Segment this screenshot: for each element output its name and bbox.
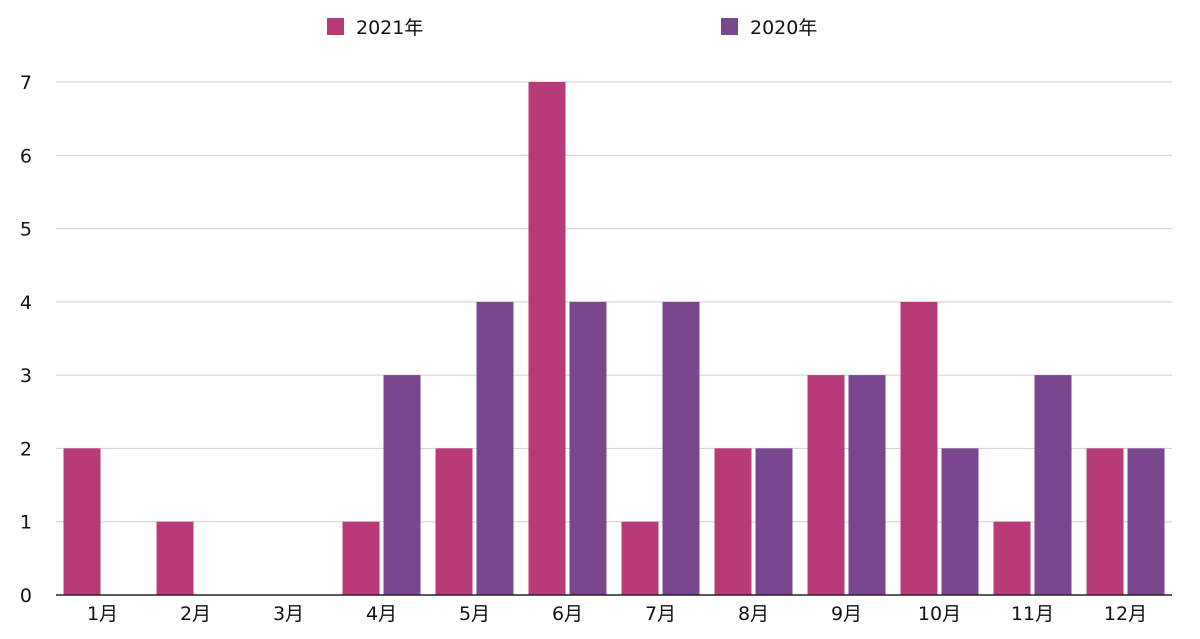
x-tick-label: 4月 (366, 603, 397, 625)
x-tick-label: 3月 (273, 603, 304, 625)
bars (63, 82, 1165, 595)
bar-series-1 (156, 521, 194, 595)
bar-series-1 (993, 521, 1031, 595)
bar-series-2 (569, 301, 607, 595)
bar-series-1 (900, 301, 938, 595)
x-tick-label: 8月 (738, 603, 769, 625)
bar-series-1 (714, 448, 752, 595)
legend: 2021年 2020年 (327, 17, 817, 39)
legend-swatch (327, 18, 344, 35)
y-tick-label: 4 (20, 292, 32, 314)
bar-series-2 (1034, 375, 1072, 595)
y-tick-label: 3 (20, 365, 32, 387)
x-tick-label: 6月 (552, 603, 583, 625)
x-tick-label: 9月 (831, 603, 862, 625)
legend-swatch (721, 18, 738, 35)
bar-series-1 (807, 375, 845, 595)
y-tick-label: 5 (20, 219, 32, 241)
x-tick-label: 7月 (645, 603, 676, 625)
x-tick-label: 5月 (459, 603, 490, 625)
legend-item: 2020年 (721, 17, 817, 39)
bar-series-2 (662, 301, 700, 595)
legend-label: 2020年 (750, 17, 817, 39)
bar-series-1 (63, 448, 101, 595)
gridlines (56, 81, 1172, 523)
bar-series-2 (941, 448, 979, 595)
legend-label: 2021年 (356, 17, 423, 39)
x-tick-label: 10月 (918, 603, 961, 625)
bar-series-1 (435, 448, 473, 595)
legend-item: 2021年 (327, 17, 423, 39)
x-axis-tick-labels: 1月 2月 3月 4月 5月 6月 7月 8月 9月 10月 11月 12月 (87, 603, 1147, 625)
bar-series-1 (342, 521, 380, 595)
bar-series-2 (476, 301, 514, 595)
bar-series-1 (528, 82, 566, 595)
x-tick-label: 12月 (1104, 603, 1147, 625)
y-tick-label: 0 (20, 585, 32, 607)
bar-series-1 (621, 521, 659, 595)
bar-series-1 (1086, 448, 1124, 595)
y-tick-label: 7 (20, 72, 32, 94)
y-tick-label: 6 (20, 145, 32, 167)
y-tick-label: 2 (20, 438, 32, 460)
x-tick-label: 2月 (180, 603, 211, 625)
y-axis-tick-labels: 0 1 2 3 4 5 6 7 (20, 72, 32, 607)
bar-series-2 (848, 375, 886, 595)
y-tick-label: 1 (20, 512, 32, 534)
bar-series-2 (383, 375, 421, 595)
bar-series-2 (755, 448, 793, 595)
x-tick-label: 11月 (1011, 603, 1054, 625)
x-tick-label: 1月 (87, 603, 118, 625)
bar-series-2 (1127, 448, 1165, 595)
